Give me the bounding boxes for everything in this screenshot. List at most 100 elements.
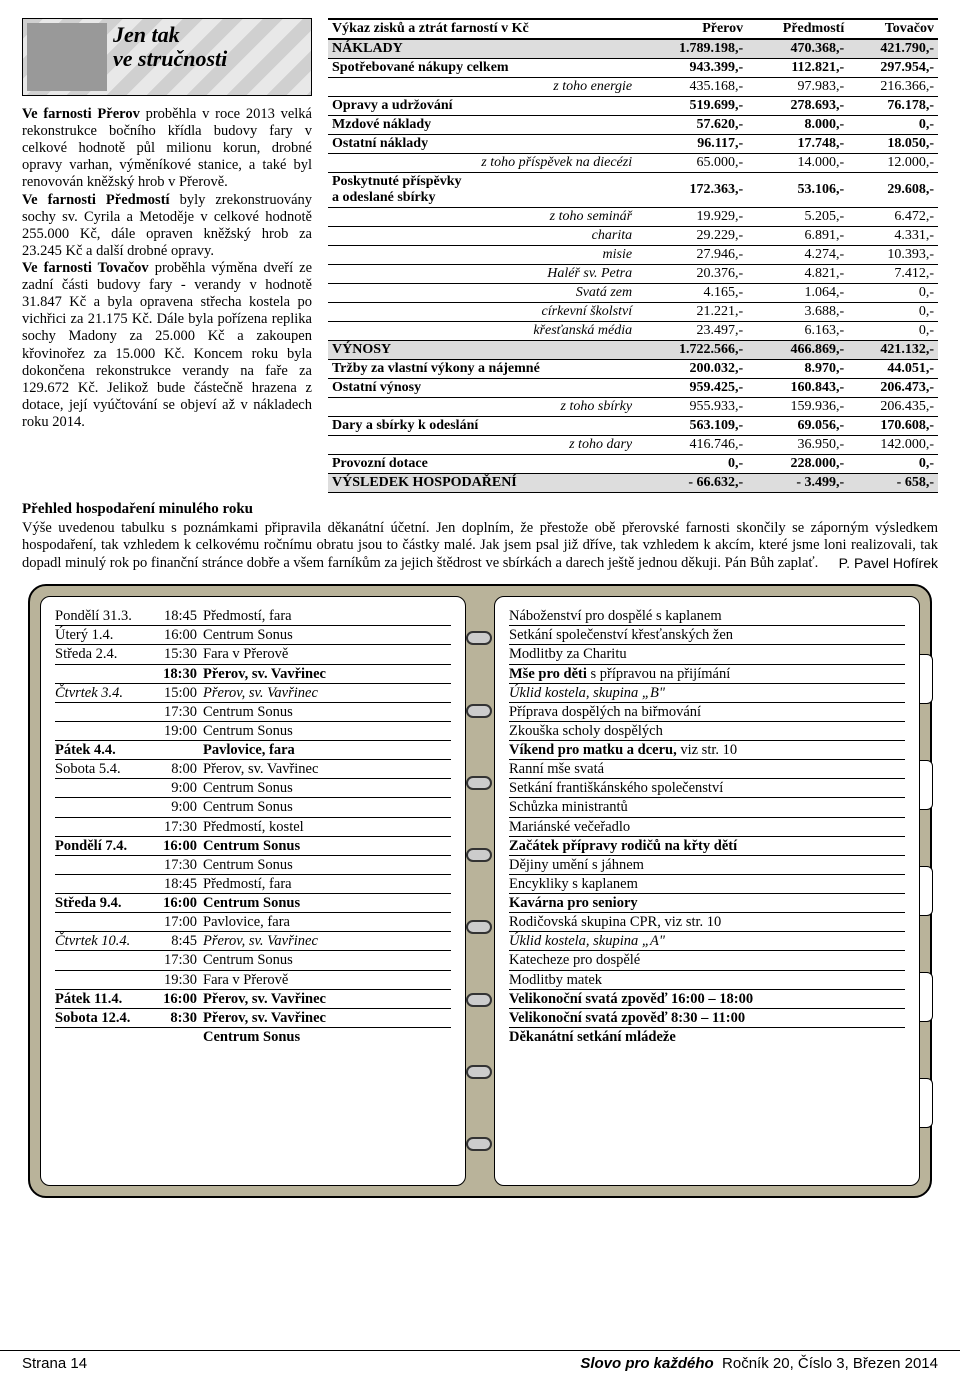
spiral-binding	[466, 602, 494, 1180]
sched-day	[55, 951, 155, 969]
fin-value: 19.929,-	[642, 208, 747, 227]
ring-icon	[466, 704, 492, 718]
fin-value: 159.936,-	[747, 398, 848, 417]
fin-value: 8.000,-	[747, 116, 848, 135]
schedule-row: Začátek přípravy rodičů na křty dětí	[509, 837, 905, 856]
sched-event: Schůzka ministrantů	[509, 798, 905, 816]
sched-time: 18:45	[155, 607, 203, 625]
schedule-row: Děkanátní setkání mládeže	[509, 1028, 905, 1046]
p3-text: proběhla výměna dveří ze zadní části bud…	[22, 260, 312, 430]
fin-value: 12.000,-	[848, 154, 938, 173]
fin-value: 3.688,-	[747, 303, 848, 322]
sched-day: Středa 2.4.	[55, 645, 155, 663]
sched-day	[55, 722, 155, 740]
fin-value: 172.363,-	[642, 173, 747, 208]
fin-label: NÁKLADY	[328, 39, 642, 59]
fin-value: 97.983,-	[747, 78, 848, 97]
sched-time: 15:00	[155, 684, 203, 702]
fin-value: 18.050,-	[848, 135, 938, 154]
sched-day	[55, 875, 155, 893]
sched-day: Sobota 5.4.	[55, 760, 155, 778]
schedule-row: Schůzka ministrantů	[509, 798, 905, 817]
sched-time: 8:30	[155, 1009, 203, 1027]
sched-time: 8:00	[155, 760, 203, 778]
schedule-row: Středa 2.4.15:30Fara v Přerově	[55, 645, 451, 664]
sched-time: 17:00	[155, 913, 203, 931]
schedule-row: Setkání společenství křesťanských žen	[509, 626, 905, 645]
sched-place: Pavlovice, fara	[203, 913, 451, 931]
fin-value: 4.331,-	[848, 227, 938, 246]
p2-bold: Ve farnosti Předmostí	[22, 192, 170, 208]
sched-time: 16:00	[155, 894, 203, 912]
fin-value: 0,-	[848, 303, 938, 322]
sched-day: Pondělí 7.4.	[55, 837, 155, 855]
fin-label: z toho energie	[328, 78, 642, 97]
fin-value: 421.132,-	[848, 341, 938, 360]
sched-day: Úterý 1.4.	[55, 626, 155, 644]
fin-value: 14.000,-	[747, 154, 848, 173]
sched-event: Zkouška scholy dospělých	[509, 722, 905, 740]
schedule-row: Velikonoční svatá zpověď 16:00 – 18:00	[509, 990, 905, 1009]
schedule-row: 9:00Centrum Sonus	[55, 798, 451, 817]
sched-day	[55, 779, 155, 797]
sched-day	[55, 913, 155, 931]
schedule-row: Ranní mše svatá	[509, 760, 905, 779]
schedule-row: 18:30Přerov, sv. Vavřinec	[55, 665, 451, 684]
fin-label: z toho seminář	[328, 208, 642, 227]
fin-value: 1.789.198,-	[642, 39, 747, 59]
sched-time: 15:30	[155, 645, 203, 663]
fin-value: 0,-	[848, 322, 938, 341]
fin-value: 4.165,-	[642, 284, 747, 303]
fin-label: Tržby za vlastní výkony a nájemné	[328, 360, 642, 379]
sched-event: Encykliky s kaplanem	[509, 875, 905, 893]
sched-time: 18:45	[155, 875, 203, 893]
sched-place: Centrum Sonus	[203, 722, 451, 740]
ring-icon	[466, 1065, 492, 1079]
fin-label: Mzdové náklady	[328, 116, 642, 135]
schedule-row: Rodičovská skupina CPR, viz str. 10	[509, 913, 905, 932]
footer-center: Slovo pro každého Ročník 20, Číslo 3, Bř…	[580, 1355, 938, 1372]
right-column: Výkaz zisků a ztrát farností v KčPřerovP…	[328, 18, 938, 493]
schedule-row: 17:30Centrum Sonus	[55, 856, 451, 875]
sched-event: Děkanátní setkání mládeže	[509, 1028, 905, 1046]
fin-label: Poskytnuté příspěvkya odeslané sbírky	[328, 173, 642, 208]
sched-time: 16:00	[155, 837, 203, 855]
fin-value: 228.000,-	[747, 455, 848, 474]
sched-event: Setkání společenství křesťanských žen	[509, 626, 905, 644]
footer-issue: Ročník 20, Číslo 3, Březen 2014	[722, 1355, 938, 1372]
fin-value: 6.163,-	[747, 322, 848, 341]
schedule-row: Zkouška scholy dospělých	[509, 722, 905, 741]
ring-icon	[466, 631, 492, 645]
sched-day: Čtvrtek 10.4.	[55, 932, 155, 950]
sched-event: Ranní mše svatá	[509, 760, 905, 778]
sched-time: 8:45	[155, 932, 203, 950]
fin-value: 206.435,-	[848, 398, 938, 417]
sched-day: Čtvrtek 3.4.	[55, 684, 155, 702]
sched-time: 9:00	[155, 779, 203, 797]
fin-value: 6.472,-	[848, 208, 938, 227]
fin-value: 943.399,-	[642, 59, 747, 78]
schedule-row: Čtvrtek 10.4.8:45Přerov, sv. Vavřinec	[55, 932, 451, 951]
sched-time: 17:30	[155, 951, 203, 969]
sched-event: Modlitby za Charitu	[509, 645, 905, 663]
fin-col: Předmostí	[747, 19, 848, 39]
sched-place: Fara v Přerově	[203, 645, 451, 663]
sched-time: 17:30	[155, 818, 203, 836]
fin-col: Přerov	[642, 19, 747, 39]
sched-time	[155, 1028, 203, 1046]
ring-icon	[466, 1137, 492, 1151]
sched-time: 16:00	[155, 990, 203, 1008]
financial-table: Výkaz zisků a ztrát farností v KčPřerovP…	[328, 18, 938, 493]
fin-value: 57.620,-	[642, 116, 747, 135]
sched-event: Příprava dospělých na biřmování	[509, 703, 905, 721]
fin-value: 27.946,-	[642, 246, 747, 265]
fin-value: 65.000,-	[642, 154, 747, 173]
schedule-row: Pátek 11.4.16:00Přerov, sv. Vavřinec	[55, 990, 451, 1009]
sched-day	[55, 971, 155, 989]
fin-value: 36.950,-	[747, 436, 848, 455]
schedule-row: Úterý 1.4.16:00Centrum Sonus	[55, 626, 451, 645]
sched-event: Setkání františkánského společenství	[509, 779, 905, 797]
fin-value: 4.274,-	[747, 246, 848, 265]
fin-label: z toho dary	[328, 436, 642, 455]
sched-place: Centrum Sonus	[203, 779, 451, 797]
